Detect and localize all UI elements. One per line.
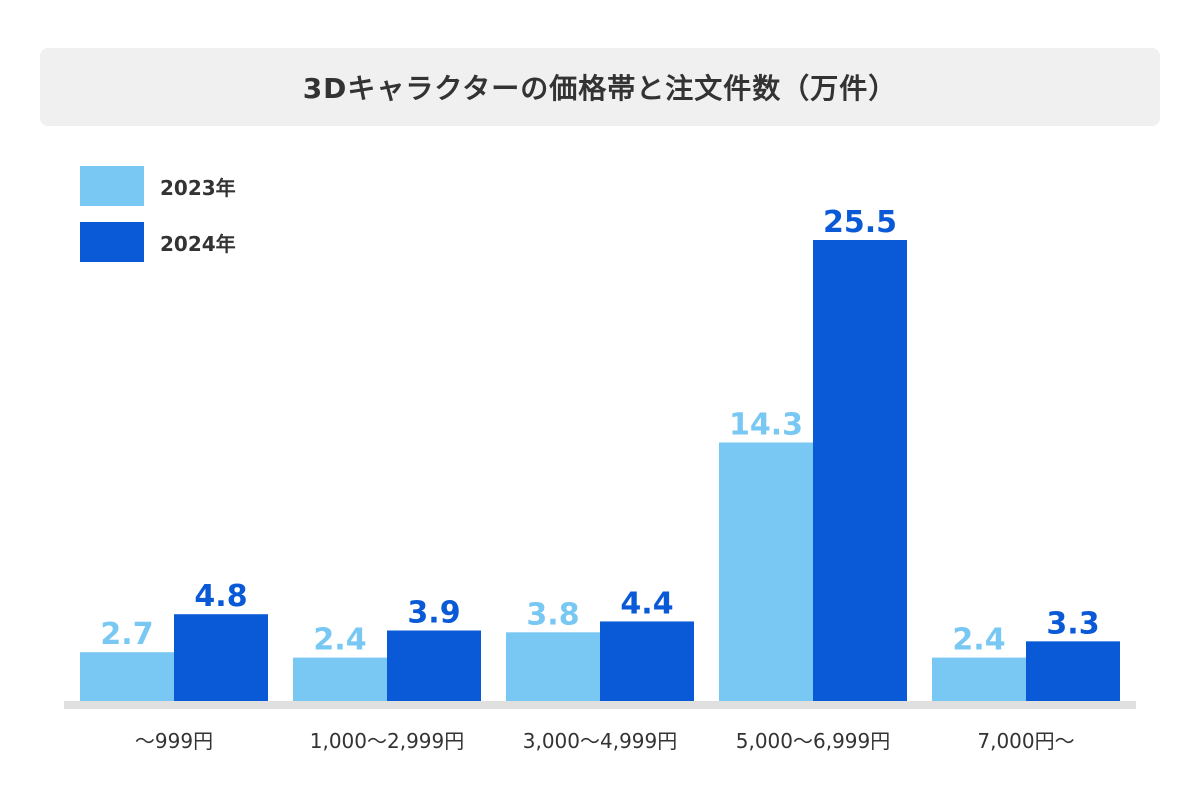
data-label-2023-1: 2.4 <box>313 623 366 658</box>
bar-2023-2 <box>506 632 600 701</box>
x-tick-label-0: 〜999円 <box>135 729 213 753</box>
data-label-2023-3: 14.3 <box>729 407 803 442</box>
legend: 2023年 2024年 <box>80 166 236 278</box>
legend-item-2023: 2023年 <box>80 166 236 206</box>
data-label-2023-4: 2.4 <box>952 623 1005 658</box>
chart-title-panel: 3Dキャラクターの価格帯と注文件数（万件） <box>40 48 1160 126</box>
bar-2024-2 <box>600 621 694 701</box>
bar-2023-4 <box>932 657 1026 701</box>
bar-2024-0 <box>174 614 268 701</box>
chart-title: 3Dキャラクターの価格帯と注文件数（万件） <box>302 72 898 105</box>
bar-2024-4 <box>1026 641 1120 701</box>
bar-2024-3 <box>813 240 907 701</box>
data-label-2024-0: 4.8 <box>194 579 247 614</box>
bar-2023-0 <box>80 652 174 701</box>
bar-2023-3 <box>719 442 813 701</box>
legend-swatch-2023 <box>80 166 144 206</box>
data-label-2024-2: 4.4 <box>620 586 673 621</box>
data-label-2024-3: 25.5 <box>823 205 897 240</box>
x-tick-label-1: 1,000〜2,999円 <box>310 729 465 753</box>
data-label-2024-1: 3.9 <box>407 595 460 630</box>
legend-label-2023: 2023年 <box>160 175 236 200</box>
data-label-2023-0: 2.7 <box>100 617 153 652</box>
bar-2023-1 <box>293 657 387 701</box>
bar-2024-1 <box>387 630 481 701</box>
data-label-2024-4: 3.3 <box>1046 606 1099 641</box>
legend-swatch-2024 <box>80 222 144 262</box>
x-tick-label-4: 7,000円〜 <box>977 729 1074 753</box>
legend-label-2024: 2024年 <box>160 231 236 256</box>
x-tick-label-2: 3,000〜4,999円 <box>523 729 678 753</box>
data-label-2023-2: 3.8 <box>526 597 579 632</box>
x-axis-line <box>64 701 1136 709</box>
legend-item-2024: 2024年 <box>80 222 236 262</box>
x-tick-label-3: 5,000〜6,999円 <box>736 729 891 753</box>
